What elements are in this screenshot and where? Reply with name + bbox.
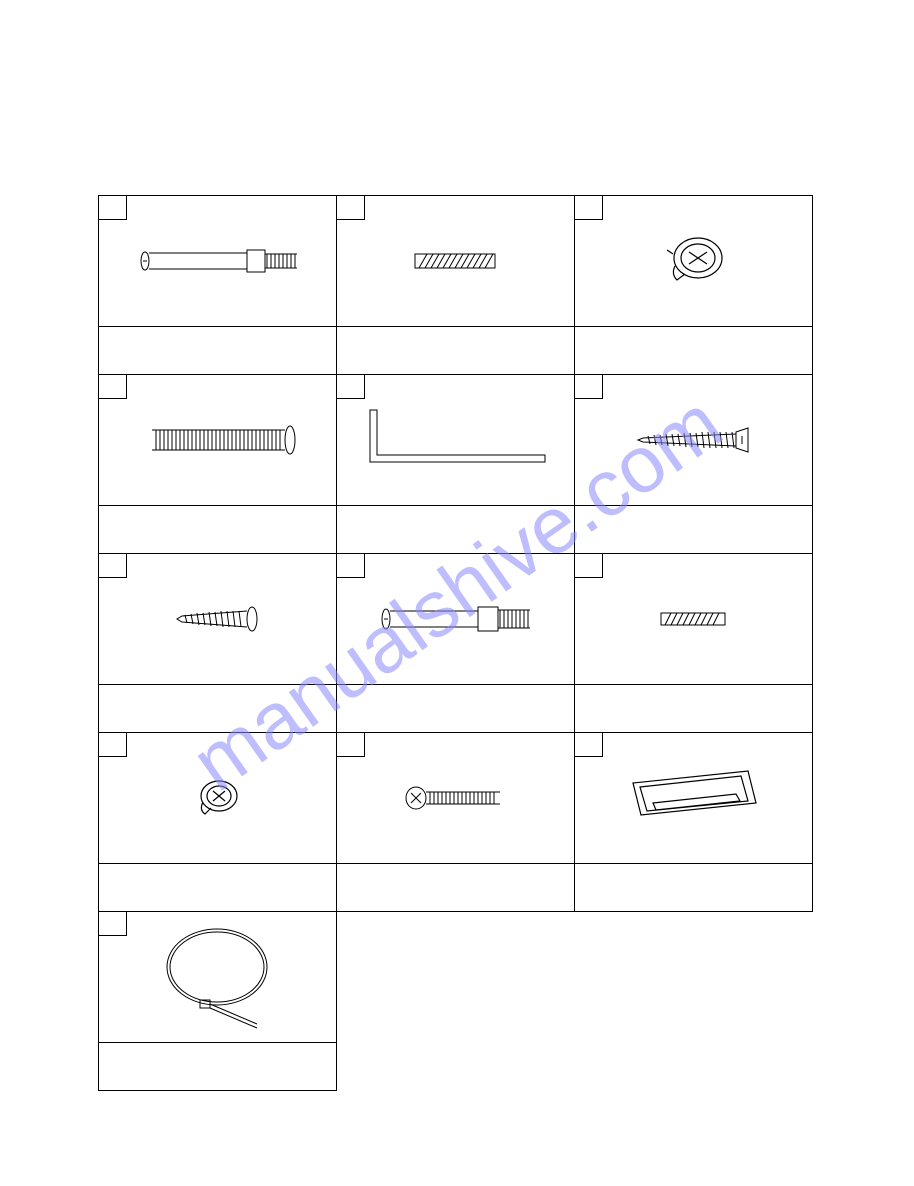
cell-tab: [99, 912, 127, 936]
part-image-cell: [99, 196, 336, 326]
cable-tie-icon: [142, 922, 292, 1032]
part-label-cell: [337, 684, 574, 732]
grid-row: [98, 195, 816, 374]
grid-cell: [574, 195, 813, 375]
grid-row: [98, 374, 816, 553]
part-image-cell: [337, 733, 574, 863]
part-image-cell: [575, 733, 812, 863]
part-label-cell: [99, 863, 336, 911]
grid-cell: [98, 553, 337, 733]
part-image-cell: [99, 554, 336, 684]
cell-tab: [99, 196, 127, 220]
grid-cell: [574, 374, 813, 554]
part-label-cell: [337, 326, 574, 374]
grid-cell: [336, 553, 575, 733]
part-label-cell: [337, 863, 574, 911]
cell-tab: [575, 733, 603, 757]
grid-cell: [574, 553, 813, 733]
grid-cell: [98, 732, 337, 912]
cell-tab: [337, 375, 365, 399]
part-image-cell: [337, 554, 574, 684]
wooden-dowel-icon: [405, 246, 505, 276]
grid-cell: [574, 732, 813, 912]
part-label-cell: [99, 684, 336, 732]
grid-row: [98, 553, 816, 732]
cell-tab: [337, 196, 365, 220]
part-image-cell: [575, 375, 812, 505]
pan-head-screw-small-icon: [167, 601, 267, 637]
part-image-cell: [575, 554, 812, 684]
part-label-cell: [99, 1042, 336, 1090]
cell-tab: [99, 733, 127, 757]
cam-bolt-long-icon: [127, 236, 307, 286]
cell-tab: [99, 554, 127, 578]
part-image-cell: [337, 375, 574, 505]
grid-row: [98, 732, 816, 911]
grid-cell: [336, 732, 575, 912]
part-image-cell: [99, 912, 336, 1042]
cell-tab: [575, 196, 603, 220]
wood-screw-flat-icon: [628, 422, 758, 458]
part-label-cell: [575, 505, 812, 553]
part-label-cell: [575, 326, 812, 374]
part-label-cell: [337, 505, 574, 553]
grid-cell: [98, 911, 337, 1091]
grid-cell: [336, 374, 575, 554]
handle-pull-icon: [618, 763, 768, 833]
part-label-cell: [99, 326, 336, 374]
grid-cell: [98, 195, 337, 375]
cell-tab: [337, 733, 365, 757]
grid-cell: [336, 195, 575, 375]
grid-cell: [98, 374, 337, 554]
part-image-cell: [99, 375, 336, 505]
part-label-cell: [99, 505, 336, 553]
hardware-grid: [98, 195, 816, 1090]
machine-screw-icon: [132, 420, 302, 460]
part-label-cell: [575, 684, 812, 732]
wooden-dowel-small-icon: [653, 607, 733, 631]
cell-tab: [337, 554, 365, 578]
phillips-screw-icon: [400, 782, 510, 814]
cam-lock-small-icon: [187, 772, 247, 824]
cell-tab: [575, 375, 603, 399]
cell-tab: [575, 554, 603, 578]
part-image-cell: [99, 733, 336, 863]
part-label-cell: [575, 863, 812, 911]
grid-row: [98, 911, 816, 1090]
cam-lock-large-icon: [653, 226, 733, 296]
cam-bolt-short-icon: [370, 597, 540, 641]
allen-key-icon: [355, 400, 555, 480]
cell-tab: [99, 375, 127, 399]
part-image-cell: [337, 196, 574, 326]
part-image-cell: [575, 196, 812, 326]
